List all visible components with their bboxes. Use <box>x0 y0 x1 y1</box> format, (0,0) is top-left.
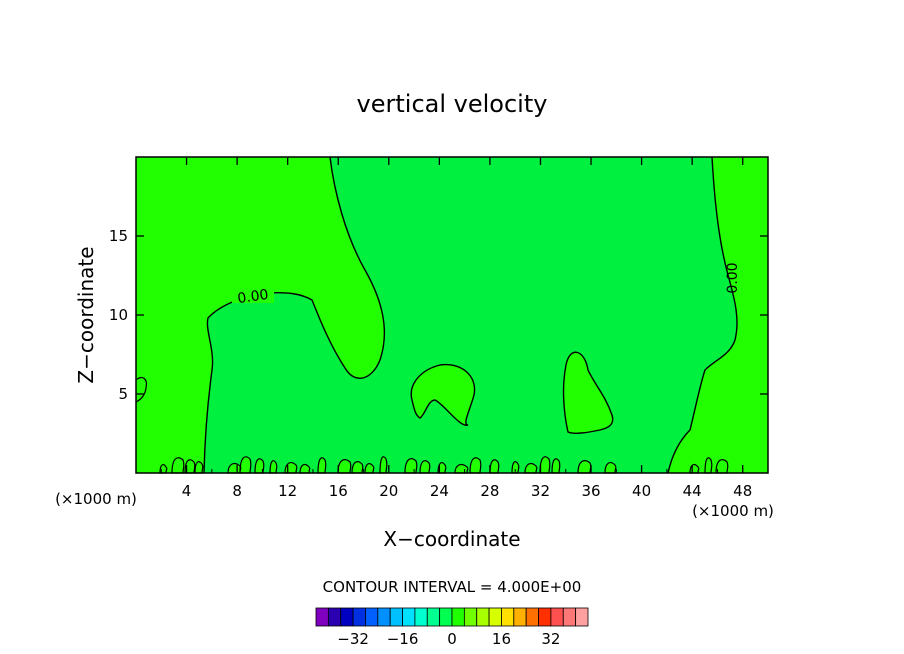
x-tick-label: 48 <box>733 482 752 500</box>
contour-label-bg <box>232 289 274 303</box>
y-tick-label: 5 <box>118 385 128 403</box>
x-unit-label-right: (×1000 m) <box>692 502 774 520</box>
contour-label-left: 0.00 <box>236 287 269 307</box>
positive-region-cell-1 <box>411 364 475 426</box>
x-axis-title: X−coordinate <box>383 527 520 551</box>
y-axis-ticks: 5 10 15 <box>109 227 768 403</box>
colorbar-tick-label: 16 <box>492 630 511 648</box>
contour-zero-right <box>667 156 738 474</box>
x-tick-label: 4 <box>182 482 192 500</box>
colorbar-swatch <box>377 607 391 627</box>
positive-region-cell-2 <box>563 352 613 434</box>
colorbar-swatch <box>463 607 478 627</box>
x-tick-label: 36 <box>581 482 600 500</box>
colorbar-tick-label: 32 <box>541 630 560 648</box>
contour-cell-2 <box>562 351 614 434</box>
colorbar-swatch <box>451 607 465 627</box>
colorbar-tick-label: −16 <box>387 630 419 648</box>
colorbar-swatch <box>389 607 403 627</box>
contour-zero-left <box>203 156 386 474</box>
colorbar-swatch <box>402 607 416 627</box>
x-tick-label: 40 <box>632 482 651 500</box>
contour-cell-1 <box>410 363 476 426</box>
x-tick-label: 32 <box>531 482 550 500</box>
colorbar <box>315 607 589 627</box>
colorbar-swatch <box>562 607 577 627</box>
contour-interval-text: CONTOUR INTERVAL = 4.000E+00 <box>323 578 582 596</box>
x-tick-label: 44 <box>683 482 702 500</box>
positive-region-right <box>668 157 768 473</box>
colorbar-swatch <box>538 607 552 627</box>
chart-title: vertical velocity <box>357 90 548 118</box>
x-tick-label: 28 <box>480 482 499 500</box>
colorbar-swatch <box>439 607 453 627</box>
colorbar-swatch <box>513 607 527 627</box>
colorbar-tick-label: 0 <box>447 630 457 648</box>
contour-label-right: 0.00 <box>725 262 741 293</box>
x-axis-ticks: 4 8 12 16 20 24 28 32 36 40 44 48 <box>160 157 752 500</box>
colorbar-swatch <box>501 607 515 627</box>
x-tick-label: 8 <box>232 482 242 500</box>
colorbar-swatch <box>414 607 428 627</box>
colorbar-swatch <box>365 607 379 627</box>
x-tick-label: 20 <box>379 482 398 500</box>
colorbar-swatch <box>340 607 354 627</box>
colorbar-swatch <box>315 607 329 627</box>
x-tick-label: 16 <box>329 482 348 500</box>
surface-cells <box>159 456 729 474</box>
colorbar-tick-labels: −32 −16 0 16 32 <box>337 630 560 648</box>
x-unit-label-left: (×1000 m) <box>55 490 137 508</box>
colorbar-swatch <box>352 607 366 627</box>
colorbar-swatch <box>476 607 490 627</box>
x-tick-label: 12 <box>278 482 297 500</box>
y-tick-label: 10 <box>109 306 128 324</box>
colorbar-swatch <box>327 607 342 627</box>
colorbar-swatch <box>488 607 502 627</box>
colorbar-swatch <box>550 607 564 627</box>
contour-edge-cell <box>135 377 147 403</box>
x-tick-label: 24 <box>430 482 449 500</box>
colorbar-swatch <box>575 607 589 627</box>
positive-region-left <box>136 157 385 473</box>
colorbar-swatch <box>525 607 539 627</box>
y-tick-label: 15 <box>109 227 128 245</box>
colorbar-swatch <box>426 607 441 627</box>
plot-area: 0.00 0.00 <box>135 156 769 474</box>
colorbar-tick-label: −32 <box>337 630 369 648</box>
y-axis-title: Z−coordinate <box>74 246 98 383</box>
